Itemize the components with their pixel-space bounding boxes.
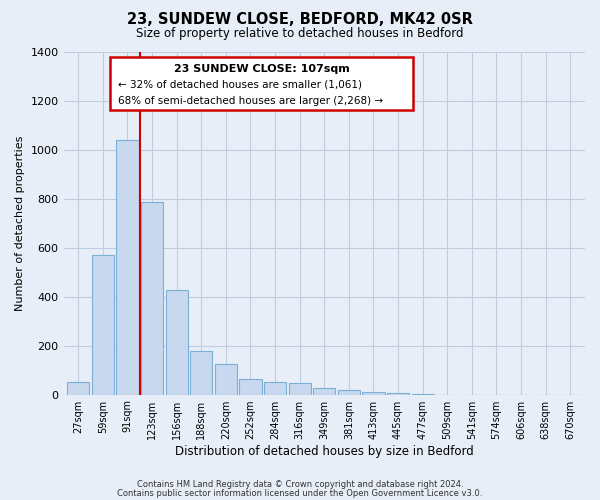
Text: Size of property relative to detached houses in Bedford: Size of property relative to detached ho…	[136, 28, 464, 40]
Text: 23 SUNDEW CLOSE: 107sqm: 23 SUNDEW CLOSE: 107sqm	[174, 64, 350, 74]
Text: 68% of semi-detached houses are larger (2,268) →: 68% of semi-detached houses are larger (…	[118, 96, 383, 106]
Text: 23, SUNDEW CLOSE, BEDFORD, MK42 0SR: 23, SUNDEW CLOSE, BEDFORD, MK42 0SR	[127, 12, 473, 28]
Bar	[67, 382, 89, 394]
Bar	[313, 388, 335, 394]
Bar	[239, 378, 262, 394]
Bar	[116, 140, 139, 394]
Text: Contains HM Land Registry data © Crown copyright and database right 2024.: Contains HM Land Registry data © Crown c…	[137, 480, 463, 489]
Bar	[190, 351, 212, 395]
Bar	[338, 390, 360, 394]
Bar	[264, 382, 286, 394]
Text: ← 32% of detached houses are smaller (1,061): ← 32% of detached houses are smaller (1,…	[118, 80, 362, 90]
Bar	[166, 290, 188, 395]
Bar	[141, 202, 163, 394]
X-axis label: Distribution of detached houses by size in Bedford: Distribution of detached houses by size …	[175, 444, 473, 458]
Bar	[289, 383, 311, 394]
FancyBboxPatch shape	[110, 56, 413, 110]
Y-axis label: Number of detached properties: Number of detached properties	[15, 136, 25, 310]
Bar	[92, 255, 114, 394]
Bar	[362, 392, 385, 394]
Bar	[215, 364, 237, 394]
Text: Contains public sector information licensed under the Open Government Licence v3: Contains public sector information licen…	[118, 488, 482, 498]
